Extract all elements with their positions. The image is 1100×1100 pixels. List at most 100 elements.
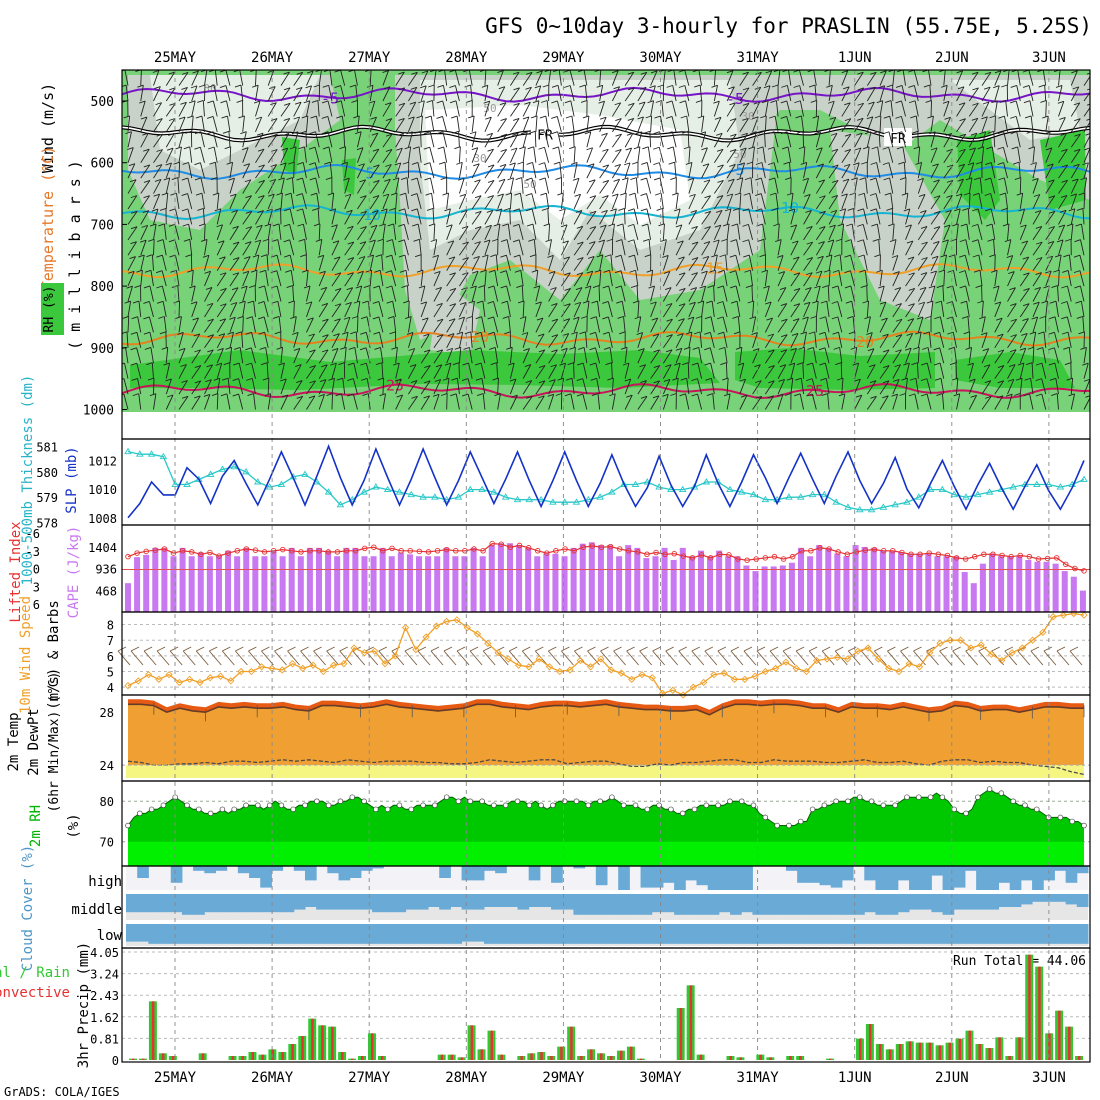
wind-barb-flag [615, 285, 622, 289]
cloud-cover-bar [841, 894, 854, 915]
wind-barb-flag [538, 131, 546, 135]
wind-barb [344, 162, 348, 179]
wind-barb [930, 241, 940, 256]
wind-barb [430, 116, 435, 132]
wind-barb-flag [245, 210, 253, 214]
wind-barb-flag [309, 380, 316, 384]
wind-barb-flag [409, 101, 416, 105]
wind-barb [854, 71, 864, 86]
wind-barb [940, 301, 945, 318]
wind-barb-flag [175, 146, 182, 150]
precip-conv-bar [1028, 954, 1031, 1060]
wind-barb-flag [807, 55, 813, 57]
cloud-cover-bar [282, 894, 295, 913]
wind-barb-flag [713, 239, 720, 243]
wind-barb-flag [1051, 393, 1058, 396]
wind-barb-flag [569, 146, 576, 150]
wind-barb-flag [1022, 256, 1029, 260]
wind-barb [331, 393, 333, 410]
wind-barb-flag [334, 287, 342, 291]
wind10-point [288, 660, 297, 668]
wind10-barb-flag [169, 646, 179, 652]
wind-barb [467, 393, 473, 410]
wind-barb-flag [716, 195, 724, 198]
wind-barb-flag [985, 395, 992, 399]
wind-barb-flag [895, 115, 902, 119]
precip-conv-bar [619, 1050, 623, 1060]
wind-barb [212, 100, 218, 117]
rh2m-point [975, 794, 981, 800]
wind-barb-flag [432, 254, 439, 258]
wind-barb-flag [256, 132, 264, 136]
rh-region-dry [735, 348, 935, 390]
wind-barb-flag [189, 285, 196, 289]
wind-barb-flag [1066, 223, 1074, 227]
wind10-barb [313, 650, 326, 666]
wind-barb-flag [372, 316, 380, 320]
wind-barb-flag [895, 318, 903, 322]
wind-barb [981, 396, 992, 410]
wind-barb [790, 288, 801, 302]
cloud-cover-bar [797, 924, 809, 944]
wind-barb [622, 223, 626, 240]
wind-barb-flag [283, 71, 290, 75]
wind-barb [1019, 362, 1025, 379]
wind-barb-flag [663, 379, 671, 382]
wind-barb-flag [209, 161, 216, 165]
wind-barb [930, 100, 933, 117]
wind-barb-flag [334, 303, 342, 307]
wind-barb [981, 70, 983, 71]
wind-barb-flag [708, 54, 714, 56]
wind-barb-flag [886, 207, 893, 211]
wind-barb-flag [441, 393, 448, 396]
wind-barb [191, 395, 201, 410]
wind10-point [586, 663, 595, 671]
wind-barb-flag [469, 131, 477, 135]
wind-barb-flag [474, 241, 481, 245]
wind-barb [688, 210, 698, 225]
wind-barb [815, 131, 821, 148]
wind-barb-flag [564, 287, 571, 291]
precip-conv-bar [739, 1057, 742, 1060]
wind-barb [509, 208, 511, 225]
precip-conv-bar [161, 1053, 165, 1060]
wind-barb [153, 208, 159, 225]
cloud-cover-bar [148, 924, 161, 944]
wind-barb [1030, 115, 1034, 132]
wind-barb [127, 115, 131, 132]
wind-barb [866, 116, 874, 133]
wind10-point [535, 655, 543, 663]
wind-barb [815, 115, 820, 132]
wind-barb [178, 131, 184, 148]
isotherm-label: 10 [363, 206, 381, 224]
wind-barb [443, 146, 448, 163]
wind-barb-flag [498, 86, 505, 90]
wind-barb-flag [396, 394, 403, 398]
wind-barb [624, 162, 631, 179]
wind-barb-flag [655, 100, 662, 103]
wind-barb [965, 285, 970, 302]
wind-barb [586, 163, 595, 179]
thickness-point [383, 485, 392, 493]
wind-barb [994, 70, 1002, 86]
wind-barb-flag [972, 208, 979, 212]
wind-barb-flag [436, 349, 443, 353]
precip-conv-bar [699, 1054, 703, 1060]
wind10-point [730, 675, 739, 683]
precip-conv-bar [988, 1048, 991, 1060]
precip-conv-bar [151, 1001, 155, 1060]
wind-barb [216, 272, 227, 287]
wind10-point [134, 677, 142, 685]
wind-barb [535, 365, 546, 379]
wind-barb-flag [283, 102, 291, 106]
wind-barb-flag [992, 285, 1000, 289]
wind-barb-flag [895, 131, 903, 135]
wind-barb-flag [207, 100, 214, 104]
wind-barb-flag [901, 377, 908, 381]
wind-barb [408, 101, 417, 117]
thickness-point [124, 447, 132, 455]
wind-barb [558, 146, 562, 163]
wind-barb-flag [908, 303, 915, 307]
precip-conv-bar [1058, 1010, 1061, 1060]
wind-barb [993, 131, 996, 148]
